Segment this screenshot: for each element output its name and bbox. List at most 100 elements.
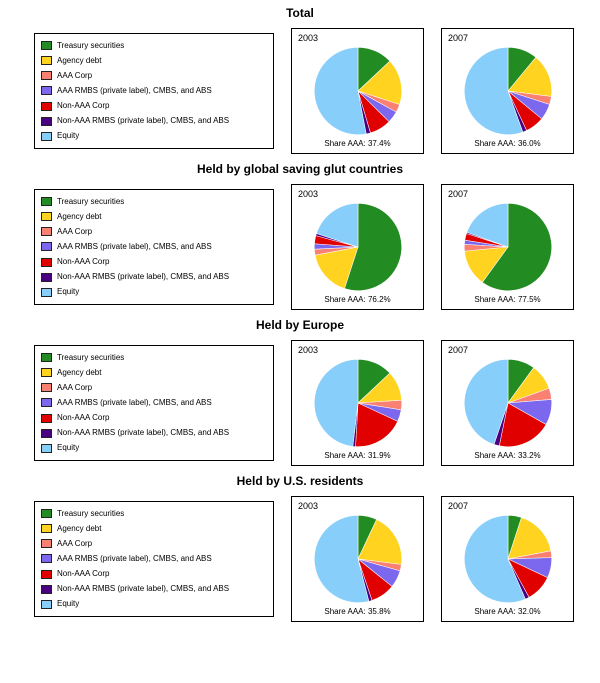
- pie-slice: [356, 60, 402, 105]
- pie-slice: [354, 402, 398, 447]
- pie-slice: [466, 203, 508, 248]
- legend-item: Equity: [41, 599, 267, 609]
- year-label: 2003: [298, 189, 319, 199]
- legend-item: AAA RMBS (private label), CMBS, and ABS: [41, 554, 267, 564]
- section-title: Total: [286, 6, 314, 20]
- share-aaa-label: Share AAA: 77.5%: [474, 295, 541, 304]
- legend-item: AAA RMBS (private label), CMBS, and ABS: [41, 398, 267, 408]
- legend-swatch: [41, 242, 52, 252]
- legend-label: Equity: [57, 131, 80, 141]
- legend-label: AAA Corp: [57, 382, 93, 392]
- pie-chart: [313, 358, 403, 448]
- legend-item: Treasury securities: [41, 41, 267, 50]
- legend-swatch: [41, 197, 52, 206]
- pie-chart: [313, 202, 403, 292]
- pie-slice: [343, 203, 402, 291]
- legend-swatch: [41, 509, 52, 518]
- legend-label: Non-AAA RMBS (private label), CMBS, and …: [57, 428, 230, 438]
- section-title: Held by U.S. residents: [236, 474, 364, 488]
- legend-swatch: [41, 353, 52, 362]
- pie-chart: [313, 514, 403, 604]
- legend-swatch: [41, 287, 52, 297]
- legend-label: AAA Corp: [57, 70, 93, 80]
- legend-item: AAA Corp: [41, 70, 267, 81]
- legend-item: Equity: [41, 287, 267, 297]
- pie-slice: [315, 203, 358, 248]
- legend-label: AAA RMBS (private label), CMBS, and ABS: [57, 241, 212, 251]
- year-label: 2003: [298, 33, 319, 43]
- section-total: Total Treasury securities Agency debt AAA …: [0, 6, 600, 154]
- legend-label: Non-AAA Corp: [57, 569, 110, 579]
- legend-item: Equity: [41, 131, 267, 141]
- legend-swatch: [41, 539, 52, 549]
- legend-item: Treasury securities: [41, 509, 267, 518]
- legend-swatch: [41, 413, 52, 423]
- share-aaa-label: Share AAA: 35.8%: [324, 607, 391, 616]
- legend-item: Agency debt: [41, 56, 267, 66]
- section-row: Treasury securities Agency debt AAA Corp AA…: [0, 28, 600, 154]
- pie-panel-2007: 2007 Share AAA: 32.0%: [441, 496, 574, 622]
- legend-label: Equity: [57, 287, 80, 297]
- legend: Treasury securities Agency debt AAA Corp AA…: [34, 501, 274, 617]
- legend-label: Treasury securities: [57, 508, 125, 518]
- legend-swatch: [41, 584, 52, 594]
- pie-chart: [463, 358, 553, 448]
- pie-panel-2003: 2003 Share AAA: 76.2%: [291, 184, 424, 310]
- legend-item: Agency debt: [41, 367, 267, 378]
- legend-label: Agency debt: [57, 367, 102, 377]
- share-aaa-label: Share AAA: 31.9%: [324, 451, 391, 460]
- legend-swatch: [41, 56, 52, 66]
- legend-item: Non-AAA Corp: [41, 413, 267, 423]
- year-label: 2007: [448, 33, 469, 43]
- share-aaa-label: Share AAA: 37.4%: [324, 139, 391, 148]
- legend-label: Equity: [57, 443, 80, 453]
- legend-item: Non-AAA Corp: [41, 101, 267, 111]
- legend-item: Non-AAA Corp: [41, 569, 267, 579]
- legend-label: Non-AAA RMBS (private label), CMBS, and …: [57, 584, 230, 594]
- legend-swatch: [41, 86, 52, 96]
- pie-panel-2007: 2007 Share AAA: 33.2%: [441, 340, 574, 466]
- pie-slice: [313, 359, 358, 447]
- legend-swatch: [41, 428, 52, 438]
- pie-chart: [463, 514, 553, 604]
- legend-swatch: [41, 257, 52, 267]
- year-label: 2003: [298, 501, 319, 511]
- pie-panel-2003: 2003 Share AAA: 37.4%: [291, 28, 424, 154]
- legend-label: Non-AAA Corp: [57, 413, 110, 423]
- pie-slice: [357, 519, 402, 565]
- section-global-saving-glut: Held by global saving glut countries Tre…: [0, 162, 600, 310]
- legend-item: AAA RMBS (private label), CMBS, and ABS: [41, 241, 267, 252]
- legend-item: AAA Corp: [41, 382, 267, 393]
- section-row: Treasury securities Agency debt AAA Corp AA…: [0, 184, 600, 310]
- legend: Treasury securities Agency debt AAA Corp AA…: [34, 345, 274, 461]
- legend-item: Non-AAA RMBS (private label), CMBS, and …: [41, 272, 267, 282]
- pie-chart: [463, 46, 553, 136]
- legend-item: Non-AAA Corp: [41, 257, 267, 267]
- legend: Treasury securities Agency debt AAA Corp AA…: [34, 33, 274, 149]
- legend-label: Treasury securities: [57, 196, 125, 206]
- legend-swatch: [41, 569, 52, 579]
- legend-swatch: [41, 383, 52, 393]
- share-aaa-label: Share AAA: 76.2%: [324, 295, 391, 304]
- legend-swatch: [41, 71, 52, 81]
- legend-swatch: [41, 116, 52, 126]
- figure: Total Treasury securities Agency debt AAA …: [0, 6, 600, 622]
- legend-label: AAA Corp: [57, 226, 93, 236]
- legend-swatch: [41, 524, 52, 534]
- legend-swatch: [41, 131, 52, 141]
- legend-item: Non-AAA RMBS (private label), CMBS, and …: [41, 116, 267, 126]
- year-label: 2007: [448, 345, 469, 355]
- pie-panel-2003: 2003 Share AAA: 35.8%: [291, 496, 424, 622]
- share-aaa-label: Share AAA: 33.2%: [474, 451, 541, 460]
- year-label: 2007: [448, 501, 469, 511]
- legend-item: Non-AAA RMBS (private label), CMBS, and …: [41, 428, 267, 438]
- pie-slice: [481, 203, 552, 291]
- pie-slice: [313, 47, 366, 135]
- legend-label: Treasury securities: [57, 352, 125, 362]
- legend-item: Equity: [41, 443, 267, 453]
- legend-label: Non-AAA RMBS (private label), CMBS, and …: [57, 272, 230, 282]
- pie-slice: [463, 47, 523, 135]
- section-europe: Held by Europe Treasury securities Agency…: [0, 318, 600, 466]
- legend-item: Treasury securities: [41, 197, 267, 206]
- legend-label: Non-AAA Corp: [57, 257, 110, 267]
